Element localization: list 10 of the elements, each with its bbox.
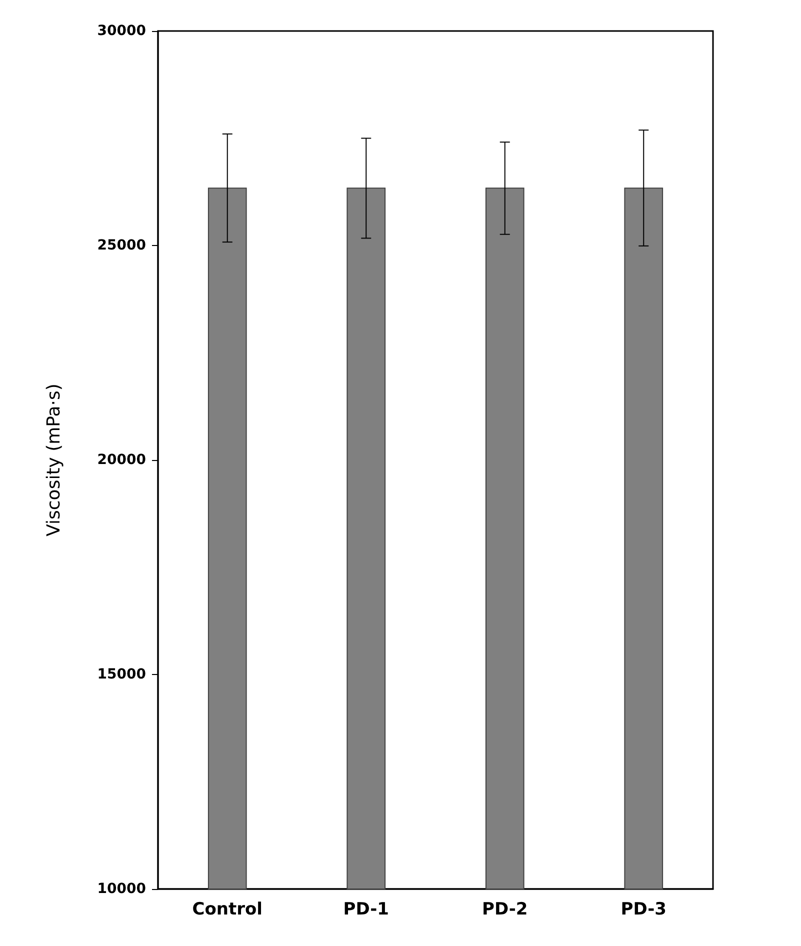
x-tick-label: PD-3 — [620, 900, 667, 920]
x-tick-label: Control — [192, 900, 263, 920]
y-tick-label: 25000 — [97, 238, 146, 254]
y-tick-label: 20000 — [97, 452, 146, 468]
y-tick-label: 10000 — [97, 881, 146, 897]
y-axis-title: Viscosity (mPa·s) — [44, 384, 64, 536]
y-tick-label: 15000 — [97, 666, 146, 682]
y-tick-label: 30000 — [97, 23, 146, 39]
x-tick-label: PD-1 — [343, 900, 390, 920]
x-tick-label: PD-2 — [482, 900, 528, 920]
